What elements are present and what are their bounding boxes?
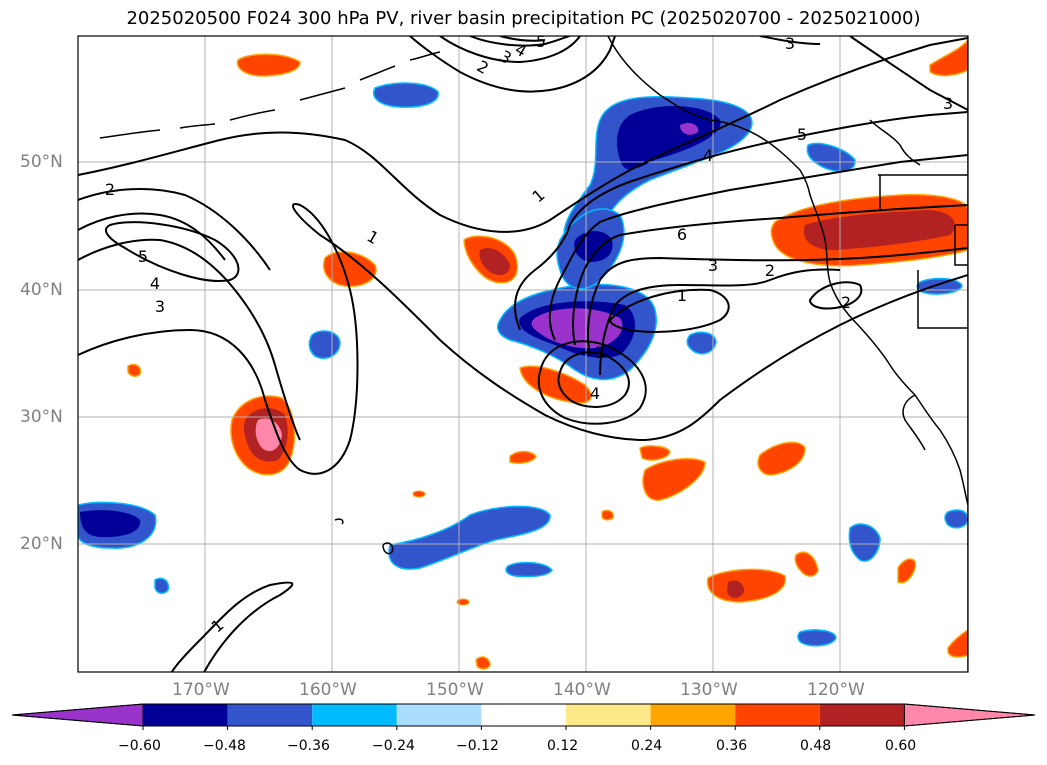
precip-negative-purple-1: [680, 122, 699, 135]
precip-positive-small-13: [475, 656, 491, 670]
precip-negative-gulf-alaska: [373, 82, 439, 108]
precip-positive-small-1: [323, 251, 377, 287]
colorbar-tick-label: −0.12: [456, 738, 499, 754]
contour-label: 3: [595, 343, 605, 362]
contour-label: 5: [797, 125, 807, 144]
colorbar: [11, 703, 1036, 730]
contour-label: 4: [590, 384, 600, 403]
colorbar-tick-label: 0.36: [716, 738, 748, 754]
contour-label: 3: [155, 297, 165, 316]
precip-negative-core-1: [617, 105, 721, 170]
contour-label: 2: [841, 293, 851, 312]
precip-negative-small-6: [806, 142, 856, 173]
contour-label: 4: [512, 39, 530, 61]
precip-positive-ne-corner: [929, 38, 968, 77]
lon-label-140w: 140°W: [553, 680, 611, 700]
map-title: 2025020500 F024 300 hPa PV, river basin …: [126, 8, 921, 29]
precip-positive-small-10: [639, 445, 671, 461]
contour-label: 1: [364, 226, 382, 248]
precip-positive-hawaii-north-pink: [255, 418, 282, 452]
colorbar-tick-label: 0.24: [631, 738, 663, 754]
colorbar-segment: [650, 704, 736, 726]
lon-label-170w: 170°W: [172, 680, 230, 700]
colorbar-tick-label: −0.24: [372, 738, 415, 754]
contour-label: 4: [703, 146, 713, 165]
precip-positive-small-12: [127, 363, 142, 377]
colorbar-segment: [481, 704, 566, 726]
precip-positive-small-14: [601, 509, 615, 521]
lon-label-160w: 160°W: [299, 680, 357, 700]
precip-positive-small-5: [757, 441, 806, 476]
colorbar-tick-label: −0.36: [287, 738, 330, 754]
pv-contours: [78, 36, 968, 672]
lon-label-130w: 130°W: [680, 680, 738, 700]
lat-label-30n: 30°N: [20, 407, 63, 427]
precip-negative-hawaii-band: [388, 505, 551, 570]
precip-positive-small-7: [794, 551, 819, 577]
contour-label: 3: [497, 46, 515, 68]
precip-positive-small-9: [947, 629, 968, 658]
precip-positive-small-3: [519, 365, 592, 404]
contour-label: 2: [105, 180, 115, 199]
contour-label: 1: [677, 286, 687, 305]
precip-negative-small-8: [944, 509, 968, 529]
colorbar-segment: [735, 704, 820, 726]
precip-positive-small-11: [509, 450, 537, 464]
precip-positive-small-4: [642, 457, 706, 501]
colorbar-segment: [566, 704, 651, 726]
precip-positive-small-16: [412, 490, 426, 498]
colorbar-tick-label: −0.60: [118, 738, 161, 754]
contour-label: 4: [150, 274, 160, 293]
precip-positive-small-6-core: [727, 580, 745, 598]
colorbar-extend-left: [11, 703, 144, 727]
precip-negative-small-3: [505, 561, 553, 578]
contour-label: 6: [677, 225, 687, 244]
precip-negative-upper-core: [574, 231, 613, 262]
contour-label: 2: [765, 261, 775, 280]
precip-negative-small-4: [848, 523, 881, 562]
lon-label-150w: 150°W: [426, 680, 484, 700]
contour-label: 5: [138, 247, 148, 266]
colorbar-tick-label: 0.60: [885, 738, 917, 754]
contour-label: 1: [528, 185, 548, 206]
precip-negative-west-core: [80, 510, 141, 538]
precip-positive-west-coast-core: [803, 210, 955, 250]
contour-label: 1: [207, 615, 227, 636]
lat-label-50n: 50°N: [20, 152, 63, 172]
map-border: [77, 35, 969, 673]
precipitation-shading: [78, 38, 968, 670]
lon-label-120w: 120°W: [807, 680, 865, 700]
colorbar-tick-label: −0.48: [203, 738, 246, 754]
precip-positive-small-2-core: [479, 247, 510, 276]
colorbar-tick-label: 0.48: [800, 738, 832, 754]
contour-label: 3: [785, 34, 795, 53]
colorbar-segment: [143, 704, 228, 726]
contour-label: 2: [474, 56, 492, 78]
contour-label: 3: [708, 256, 718, 275]
graticule: [78, 36, 968, 672]
colorbar-segment: [312, 704, 397, 726]
lat-label-20n: 20°N: [20, 534, 63, 554]
precip-negative-small-9: [154, 577, 170, 594]
precip-positive-gulf: [236, 53, 301, 77]
contour-label: 5: [536, 32, 546, 51]
lat-label-40n: 40°N: [20, 280, 63, 300]
precip-positive-small-6: [706, 568, 786, 603]
colorbar-segment: [819, 704, 905, 726]
contour-label: 3: [943, 94, 953, 113]
precip-negative-small-1: [308, 330, 341, 360]
precip-negative-small-2: [686, 331, 717, 355]
precip-positive-small-15: [456, 598, 470, 606]
colorbar-extend-right: [903, 703, 1036, 727]
colorbar-segment: [227, 704, 313, 726]
precip-negative-small-7: [916, 277, 963, 295]
precip-negative-small-5: [797, 629, 837, 647]
colorbar-segment: [396, 704, 482, 726]
colorbar-tick-label: 0.12: [547, 738, 579, 754]
precip-positive-small-8: [897, 558, 917, 584]
